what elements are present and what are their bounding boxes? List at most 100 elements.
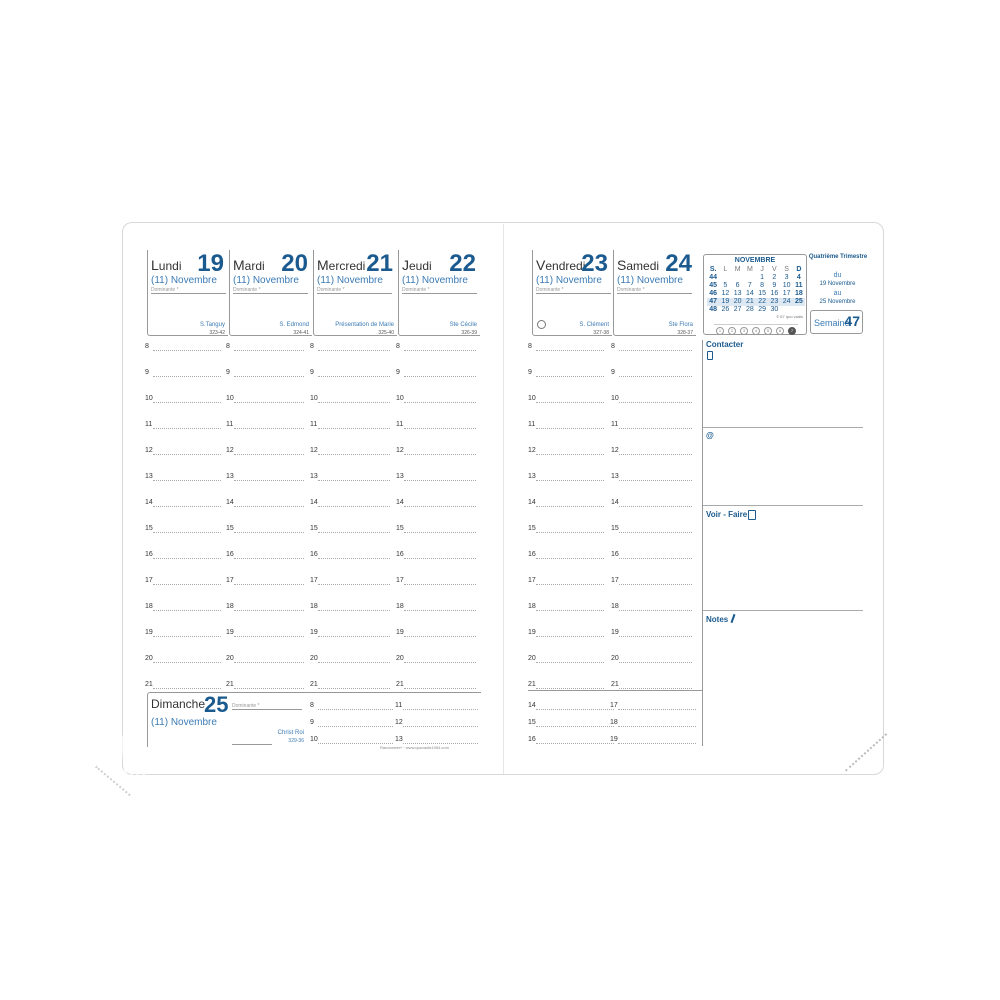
hour-label: 21 <box>310 681 318 688</box>
dominante-field: Dominante * <box>617 287 692 294</box>
calendar-day: 7 <box>747 282 752 289</box>
hour-line <box>318 688 390 689</box>
hour-line <box>318 428 390 429</box>
notes-label: Notes <box>706 615 729 624</box>
hour-label: 16 <box>145 551 153 558</box>
calendar-header: V <box>772 266 777 273</box>
hour-label: 8 <box>226 343 230 350</box>
day-header-mercredi: Mercredi 21 (11) Novembre Dominante * Présen… <box>313 250 397 336</box>
hour-label: 18 <box>145 603 153 610</box>
hour-label: 9 <box>226 369 230 376</box>
hour-line <box>404 610 476 611</box>
day-month: (11) Novembre <box>402 275 468 286</box>
hour-label: 17 <box>396 577 404 584</box>
calendar-day: 13 <box>733 290 742 297</box>
hour-line <box>153 532 221 533</box>
quarter-to: 25 Novembre <box>819 299 856 305</box>
calendar-header: J <box>760 266 764 273</box>
footer-credit: Randonnée* · www.quovadis1954.com <box>380 745 449 750</box>
hour-line <box>536 610 604 611</box>
hour-label: 16 <box>528 551 536 558</box>
hour-label: 13 <box>396 473 404 480</box>
sunday-line <box>232 744 272 745</box>
hour-line <box>153 662 221 663</box>
calendar-day: 27 <box>733 306 742 313</box>
hour-label: 16 <box>396 551 404 558</box>
hour-line <box>153 480 221 481</box>
hour-label: 12 <box>395 719 403 726</box>
calendar-day: 2 <box>772 274 777 281</box>
hour-label: 10 <box>396 395 404 402</box>
hour-line <box>536 402 604 403</box>
calendar-day <box>744 274 756 282</box>
hour-label: 18 <box>611 603 619 610</box>
calendar-day: 21 <box>743 298 756 306</box>
hour-label: 17 <box>528 577 536 584</box>
hour-label: 17 <box>611 577 619 584</box>
calendar-day: 3 <box>784 274 789 281</box>
sunday-month: (11) Novembre <box>151 717 217 728</box>
hour-line <box>404 688 476 689</box>
calendar-day <box>793 306 805 314</box>
hour-line <box>404 454 476 455</box>
calendar-day: 22 <box>756 298 769 306</box>
hour-line <box>536 726 614 727</box>
hour-label: 11 <box>611 421 619 428</box>
weekday-circle: 1 <box>716 327 724 335</box>
hour-label: 12 <box>145 447 153 454</box>
hour-line <box>234 558 304 559</box>
hour-label: 8 <box>611 343 615 350</box>
day-name: Mardi <box>233 257 265 273</box>
calendar-day: 29 <box>758 306 767 313</box>
divider-contact <box>703 427 863 428</box>
day-month: (11) Novembre <box>617 275 683 286</box>
hour-line <box>536 636 604 637</box>
hour-label: 11 <box>395 702 403 709</box>
week-label: Semaine <box>814 318 850 328</box>
hour-line <box>318 584 390 585</box>
saint-name: S. Edmond <box>279 322 309 328</box>
hour-label: 14 <box>528 499 536 506</box>
day-name: Jeudi <box>402 257 432 273</box>
hour-line <box>536 743 614 744</box>
day-header-jeudi: Jeudi 22 (11) Novembre Dominante * Ste Cécil… <box>398 250 480 336</box>
hour-line <box>234 532 304 533</box>
hour-label: 12 <box>528 447 536 454</box>
hour-line <box>318 558 390 559</box>
calendar-day: 26 <box>721 306 730 313</box>
hour-line <box>234 454 304 455</box>
calendar-day: 48 <box>709 306 718 313</box>
day-name: Vendredi <box>536 257 586 273</box>
day-number: 20 <box>281 250 308 277</box>
calendar-header: M <box>746 266 753 273</box>
hour-line <box>618 726 696 727</box>
calendar-day: 6 <box>735 282 740 289</box>
hour-line <box>619 376 692 377</box>
weekday-circle: 2 <box>728 327 736 335</box>
hour-label: 19 <box>310 629 318 636</box>
hour-label: 12 <box>310 447 318 454</box>
hour-label: 17 <box>310 577 318 584</box>
hour-label: 15 <box>226 525 234 532</box>
saint-name: S.Tanguy <box>199 322 225 328</box>
week-box: Semaine 47 <box>810 310 863 334</box>
hour-label: 12 <box>611 447 619 454</box>
hour-label: 20 <box>310 655 318 662</box>
day-code: 326-39 <box>461 330 477 336</box>
mini-calendar: NOVEMBRE S. L M M J V S D 44 1 2 3 4 45 5 6 7 8 9 10 11 46 12 1… <box>703 254 807 335</box>
hour-label: 8 <box>396 343 400 350</box>
hour-line <box>619 662 692 663</box>
hour-label: 9 <box>396 369 400 376</box>
day-month: (11) Novembre <box>151 275 217 286</box>
calendar-day: 16 <box>770 290 779 297</box>
weekday-circle: 6 <box>776 327 784 335</box>
calendar-day <box>732 274 744 282</box>
calendar-week-row: 47 19 20 21 22 23 24 25 <box>707 298 805 306</box>
day-number: 24 <box>665 250 692 277</box>
hour-label: 18 <box>226 603 234 610</box>
spine <box>503 224 504 774</box>
hour-line <box>234 584 304 585</box>
hour-line <box>536 350 604 351</box>
calendar-day: 45 <box>709 282 718 289</box>
hour-line <box>536 584 604 585</box>
